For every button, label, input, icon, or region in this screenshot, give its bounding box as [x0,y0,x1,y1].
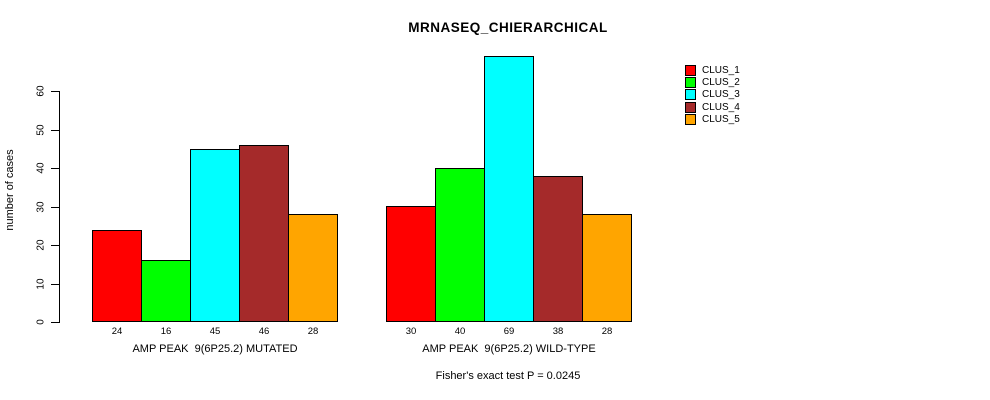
y-axis-tick-label: 40 [35,162,47,174]
x-axis-group-label: AMP PEAK 9(6P25.2) MUTATED [132,343,298,355]
legend-swatch-clus_5 [685,114,696,126]
bar-clus_5 [288,214,338,322]
bar-clus_1 [92,230,142,322]
y-axis-tick-label: 20 [35,239,47,251]
y-axis-tick-label: 10 [35,278,47,290]
bar-value-label: 45 [209,326,221,337]
legend-swatch-clus_1 [685,64,696,76]
legend-label: CLUS_2 [702,77,740,89]
bar-value-label: 30 [405,326,417,337]
legend-label: CLUS_3 [702,89,740,101]
y-axis-line [59,91,60,323]
bar-clus_4 [239,145,289,322]
y-axis-tick [51,168,59,169]
legend-swatch-clus_4 [685,101,696,113]
bar-clus_3 [484,56,534,322]
legend-swatch-clus_2 [685,77,696,89]
legend-item: CLUS_3 [685,89,740,101]
x-axis-group-label: AMP PEAK 9(6P25.2) WILD-TYPE [422,343,596,355]
bar-value-label: 40 [454,326,466,337]
bar-value-label: 28 [307,326,319,337]
bar-value-label: 69 [503,326,515,337]
y-axis-tick-label: 50 [35,124,47,136]
annotation-text: Fisher's exact test P = 0.0245 [435,370,581,382]
bar-clus_4 [533,176,583,322]
y-axis-tick [51,245,59,246]
y-axis-tick-label: 60 [35,85,47,97]
legend-label: CLUS_4 [702,101,740,113]
y-axis-tick-label: 0 [35,319,47,325]
legend-item: CLUS_5 [685,114,740,126]
legend-label: CLUS_1 [702,64,740,76]
y-axis-label: number of cases [4,149,16,231]
bar-clus_5 [582,214,632,322]
bar-value-label: 28 [601,326,613,337]
legend: CLUS_1 CLUS_2 CLUS_3 CLUS_4 CLUS_5 [685,64,740,126]
legend-item: CLUS_1 [685,64,740,76]
y-axis-tick [51,130,59,131]
bar-clus_2 [435,168,485,322]
bar-value-label: 38 [552,326,564,337]
bar-value-label: 46 [258,326,270,337]
y-axis-tick [51,207,59,208]
y-axis-tick [51,284,59,285]
legend-swatch-clus_3 [685,89,696,101]
legend-item: CLUS_4 [685,101,740,113]
bar-value-label: 16 [160,326,172,337]
legend-item: CLUS_2 [685,76,740,89]
bar-clus_2 [141,260,191,322]
chart-title: MRNASEQ_CHIERARCHICAL [408,20,608,35]
y-axis-tick-label: 30 [35,201,47,213]
y-axis-tick [51,322,59,323]
y-axis-tick [51,91,59,92]
bar-value-label: 24 [111,326,123,337]
legend-label: CLUS_5 [702,114,740,126]
bar-clus_3 [190,149,240,322]
bar-clus_1 [386,206,436,322]
